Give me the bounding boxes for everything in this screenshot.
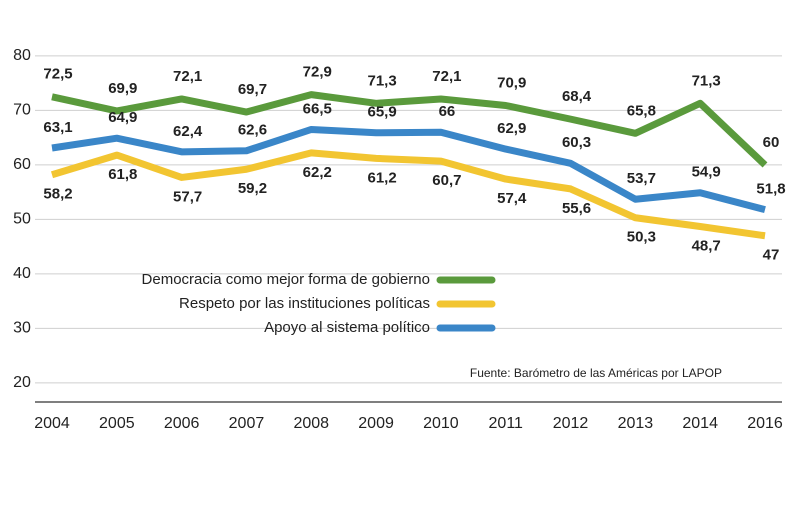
- value-label: 60,7: [432, 172, 461, 189]
- source-note: Fuente: Barómetro de las Américas por LA…: [470, 366, 722, 380]
- value-label: 62,4: [173, 123, 203, 140]
- y-tick-label: 80: [13, 47, 31, 64]
- legend-label: Democracia como mejor forma de gobierno: [142, 271, 430, 288]
- value-label: 57,7: [173, 188, 202, 205]
- value-label: 68,4: [562, 88, 592, 105]
- value-label: 61,8: [108, 166, 137, 183]
- value-label: 47: [763, 247, 780, 264]
- x-tick-label: 2012: [553, 415, 589, 432]
- series-line: [51, 125, 766, 213]
- value-label: 48,7: [692, 237, 721, 254]
- value-label: 71,3: [367, 72, 396, 89]
- value-label: 66,5: [303, 100, 332, 117]
- y-tick-label: 40: [13, 265, 31, 282]
- y-tick-label: 60: [13, 156, 31, 173]
- series-line: [51, 91, 768, 168]
- legend-label: Respeto por las instituciones políticas: [179, 295, 430, 312]
- labels: 20 30 40 50 60 70 80 2004 2005 2006 2007 2008 2009 20…: [13, 47, 786, 432]
- value-label: 71,3: [692, 72, 721, 89]
- value-label: 55,6: [562, 200, 591, 217]
- y-tick-label: 70: [13, 102, 31, 119]
- legend-label: Apoyo al sistema político: [264, 319, 430, 336]
- value-label: 58,2: [43, 186, 72, 203]
- value-label: 62,2: [303, 164, 332, 181]
- value-label: 62,9: [497, 120, 526, 137]
- value-label: 70,9: [497, 74, 526, 91]
- x-tick-label: 2014: [682, 415, 718, 432]
- value-label: 60: [763, 134, 780, 151]
- value-label: 65,9: [367, 104, 396, 121]
- value-label: 53,7: [627, 170, 656, 187]
- y-tick-label: 30: [13, 320, 31, 337]
- x-tick-label: 2007: [229, 415, 265, 432]
- value-label: 66: [439, 103, 456, 120]
- value-label: 60,3: [562, 134, 591, 151]
- value-label: 63,1: [43, 119, 72, 136]
- lines: [50, 91, 768, 240]
- x-tick-label: 2016: [747, 415, 783, 432]
- x-tick-label: 2011: [489, 415, 524, 432]
- y-tick-label: 50: [13, 211, 31, 228]
- value-label: 72,1: [432, 68, 461, 85]
- x-tick-label: 2008: [293, 415, 329, 432]
- value-label: 57,4: [497, 190, 527, 207]
- value-label: 72,5: [43, 66, 72, 83]
- value-label: 62,6: [238, 122, 267, 139]
- value-label: 61,2: [367, 169, 396, 186]
- value-label: 69,9: [108, 80, 137, 97]
- value-label: 69,7: [238, 81, 267, 98]
- x-tick-label: 2009: [358, 415, 394, 432]
- value-label: 72,9: [303, 64, 332, 81]
- series-line: [50, 149, 766, 240]
- x-tick-label: 2013: [618, 415, 654, 432]
- value-label: 51,8: [756, 181, 785, 198]
- x-tick-label: 2006: [164, 415, 200, 432]
- x-tick-label: 2010: [423, 415, 459, 432]
- value-label: 64,9: [108, 109, 137, 126]
- value-label: 50,3: [627, 229, 656, 246]
- x-tick-label: 2004: [34, 415, 70, 432]
- x-tick-label: 2005: [99, 415, 135, 432]
- value-label: 54,9: [692, 164, 721, 181]
- grid: [35, 55, 782, 403]
- y-tick-label: 20: [13, 374, 31, 391]
- value-label: 65,8: [627, 102, 656, 119]
- value-label: 59,2: [238, 180, 267, 197]
- value-label: 72,1: [173, 68, 202, 85]
